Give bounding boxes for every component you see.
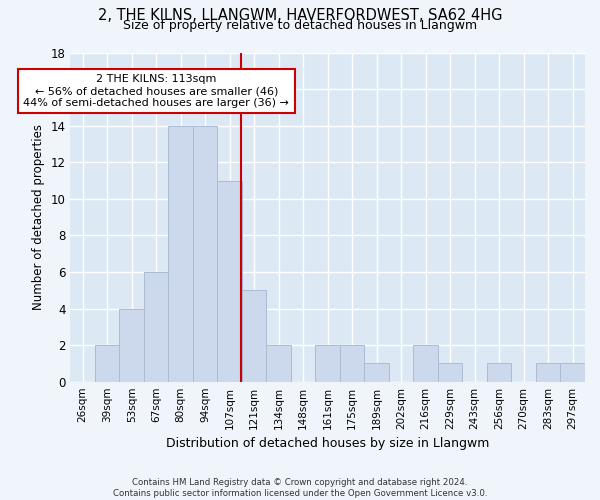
Bar: [340, 345, 364, 382]
Bar: [217, 180, 242, 382]
Bar: [169, 126, 193, 382]
Bar: [438, 364, 463, 382]
Bar: [242, 290, 266, 382]
Bar: [560, 364, 585, 382]
Text: 2, THE KILNS, LLANGWM, HAVERFORDWEST, SA62 4HG: 2, THE KILNS, LLANGWM, HAVERFORDWEST, SA…: [98, 8, 502, 22]
Bar: [193, 126, 217, 382]
Bar: [536, 364, 560, 382]
Bar: [266, 345, 291, 382]
Bar: [364, 364, 389, 382]
Text: Contains HM Land Registry data © Crown copyright and database right 2024.
Contai: Contains HM Land Registry data © Crown c…: [113, 478, 487, 498]
Bar: [316, 345, 340, 382]
Bar: [144, 272, 169, 382]
X-axis label: Distribution of detached houses by size in Llangwm: Distribution of detached houses by size …: [166, 437, 490, 450]
Text: 2 THE KILNS: 113sqm
← 56% of detached houses are smaller (46)
44% of semi-detach: 2 THE KILNS: 113sqm ← 56% of detached ho…: [23, 74, 289, 108]
Bar: [413, 345, 438, 382]
Bar: [95, 345, 119, 382]
Text: Size of property relative to detached houses in Llangwm: Size of property relative to detached ho…: [123, 19, 477, 32]
Bar: [487, 364, 511, 382]
Y-axis label: Number of detached properties: Number of detached properties: [32, 124, 45, 310]
Bar: [119, 308, 144, 382]
